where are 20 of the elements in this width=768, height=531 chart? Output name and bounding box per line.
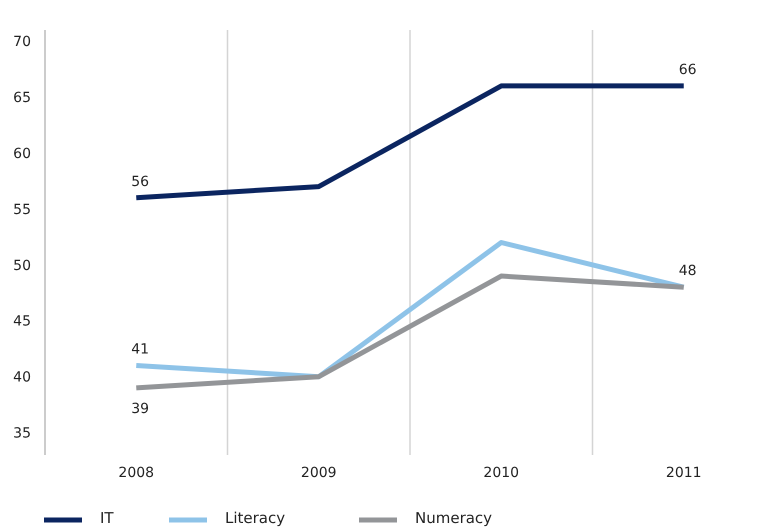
x-tick-label: 2009: [300, 465, 337, 481]
legend-label: Literacy: [225, 509, 286, 527]
data-label: 41: [131, 342, 150, 358]
y-tick-label: 35: [13, 426, 31, 442]
y-tick-label: 70: [13, 34, 31, 50]
y-tick-label: 50: [13, 258, 31, 274]
data-label: 56: [131, 174, 150, 190]
y-tick-label: 65: [13, 90, 31, 106]
data-label: 39: [131, 400, 150, 417]
data-label: 48: [678, 263, 697, 280]
legend-label: Numeracy: [415, 509, 492, 527]
data-label: 66: [678, 62, 697, 78]
y-tick-label: 60: [13, 146, 31, 162]
y-tick-label: 40: [13, 370, 31, 386]
x-tick-label: 2010: [483, 465, 520, 481]
legend-label: IT: [100, 509, 114, 527]
x-tick-label: 2008: [118, 465, 154, 481]
y-tick-label: 55: [13, 202, 31, 218]
x-tick-label: 2011: [666, 465, 702, 481]
y-tick-label: 45: [13, 314, 31, 330]
